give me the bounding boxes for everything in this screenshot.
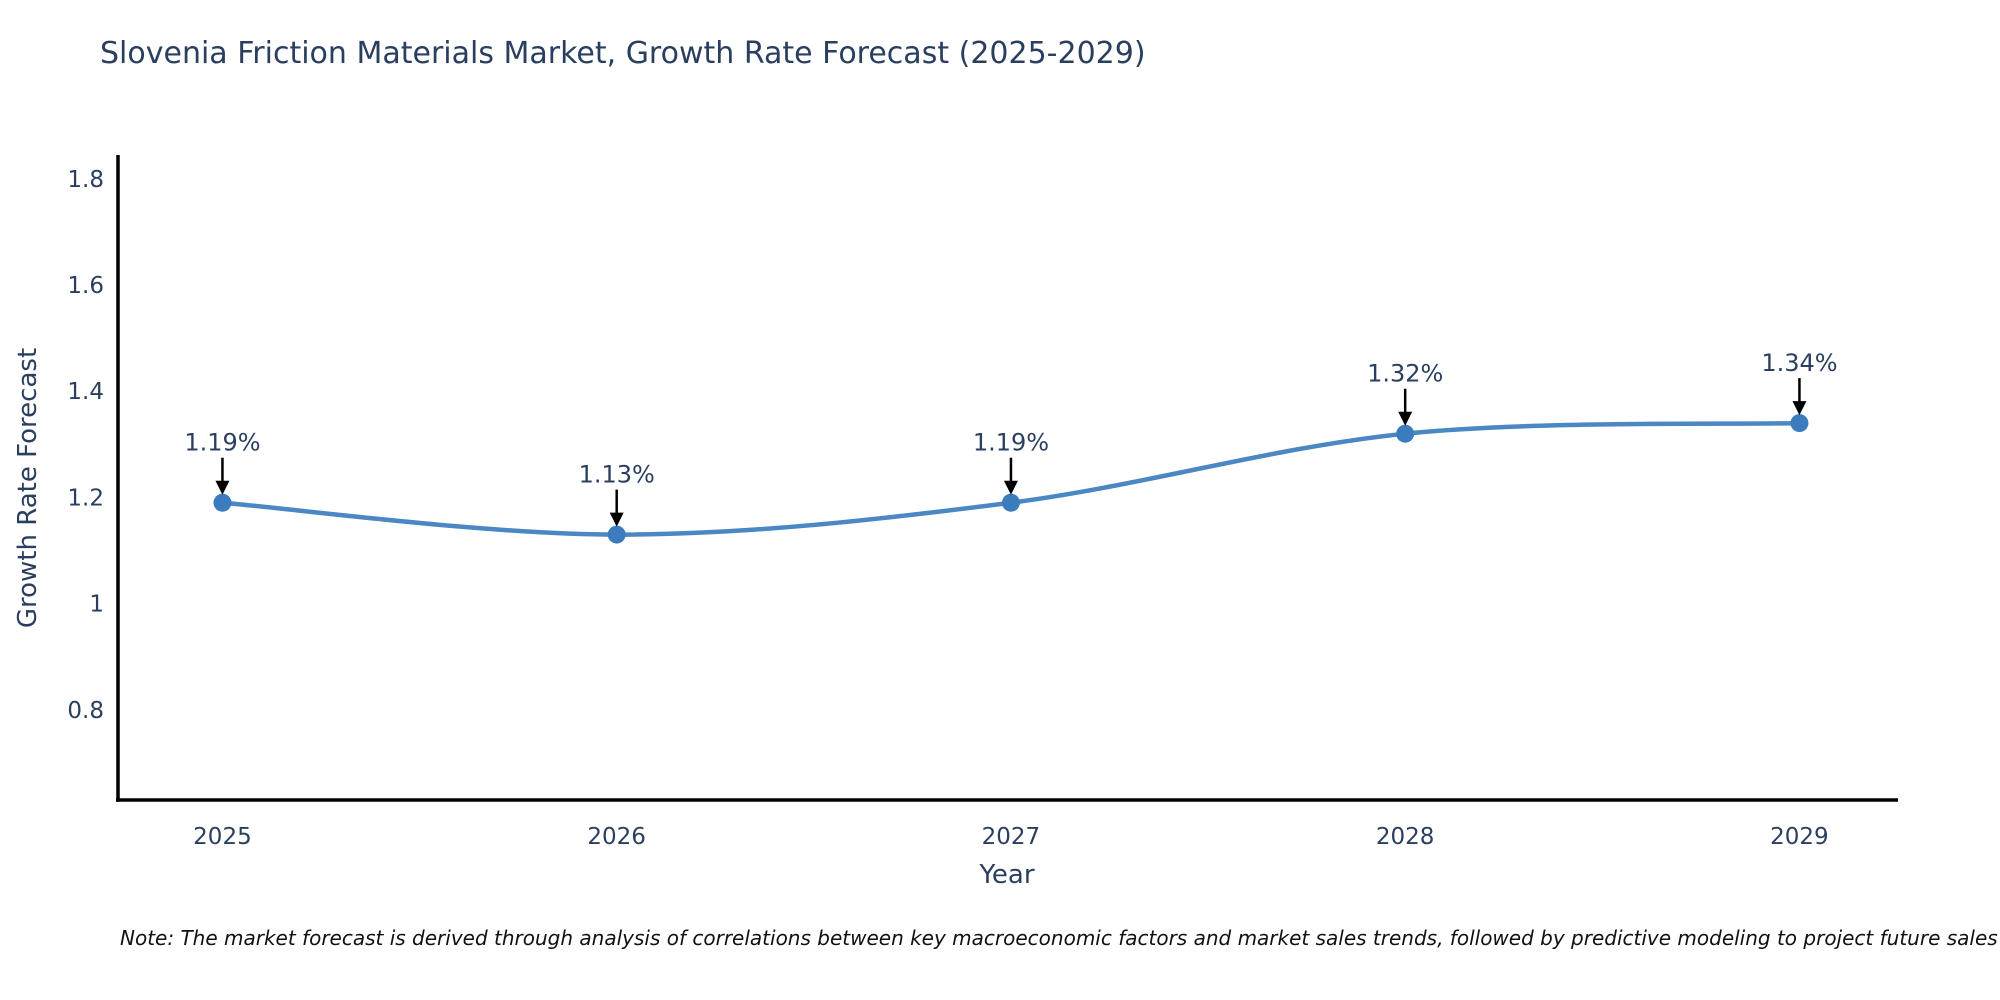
data-point-marker xyxy=(213,493,232,512)
footnote: Note: The market forecast is derived thr… xyxy=(120,926,1998,950)
y-tick-label: 1.2 xyxy=(67,485,104,511)
annotation-arrowhead xyxy=(1398,411,1413,426)
data-point-label: 1.34% xyxy=(1761,349,1837,377)
x-tick-label: 2025 xyxy=(193,824,252,850)
chart-title: Slovenia Friction Materials Market, Grow… xyxy=(100,36,1146,71)
y-tick-label: 1.6 xyxy=(67,273,104,299)
x-tick-label: 2029 xyxy=(1770,824,1829,850)
annotation-arrowhead xyxy=(609,512,624,527)
annotation-arrowhead xyxy=(1003,480,1018,495)
y-tick-label: 1 xyxy=(89,592,104,618)
x-tick-label: 2026 xyxy=(587,824,646,850)
y-axis-title: Growth Rate Forecast xyxy=(13,347,43,629)
data-point-marker xyxy=(1790,414,1809,433)
annotation-arrowhead xyxy=(215,480,230,495)
x-tick-label: 2027 xyxy=(982,824,1041,850)
data-point-marker xyxy=(1396,424,1415,443)
y-tick-label: 1.4 xyxy=(67,379,104,405)
y-tick-label: 0.8 xyxy=(67,698,104,724)
data-point-label: 1.19% xyxy=(973,429,1049,457)
y-tick-label: 1.8 xyxy=(67,167,104,193)
x-axis-title: Year xyxy=(979,860,1035,890)
data-point-marker xyxy=(607,525,626,544)
data-point-label: 1.13% xyxy=(579,461,655,489)
x-tick-label: 2028 xyxy=(1376,824,1435,850)
data-point-marker xyxy=(1001,493,1020,512)
annotation-arrowhead xyxy=(1792,401,1807,416)
data-point-label: 1.19% xyxy=(184,429,260,457)
data-point-label: 1.32% xyxy=(1367,360,1443,388)
